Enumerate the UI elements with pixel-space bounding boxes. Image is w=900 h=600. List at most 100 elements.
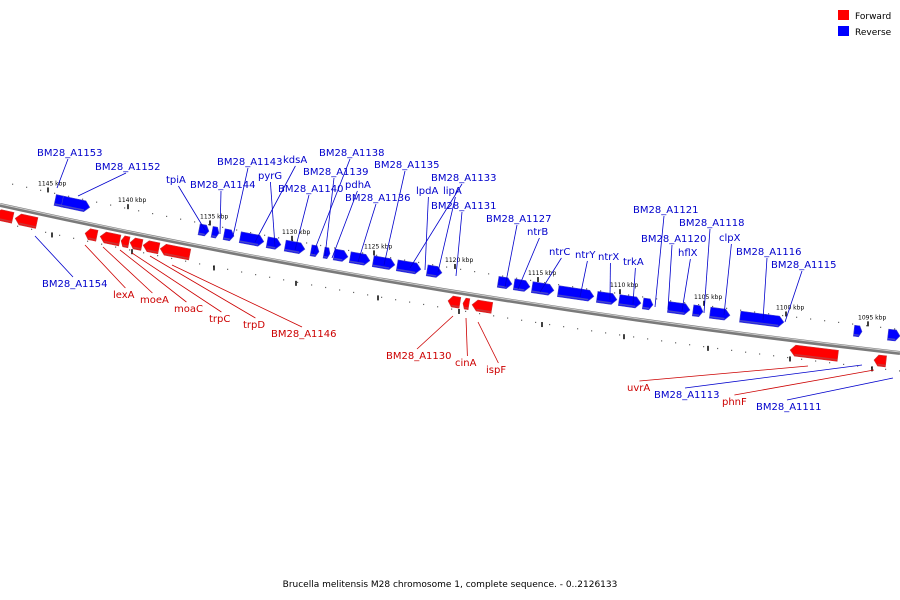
gene-label-phnf: phnF bbox=[722, 397, 747, 408]
gene-shadow bbox=[266, 245, 276, 249]
outer-dot bbox=[180, 218, 182, 220]
gene-label-bm28_a1135: BM28_A1135 bbox=[374, 160, 440, 171]
outer-dot bbox=[222, 226, 224, 228]
inner-dot bbox=[801, 358, 803, 360]
inner-dot bbox=[59, 234, 61, 236]
map-caption: Brucella melitensis M28 chromosome 1, co… bbox=[283, 580, 618, 590]
forward-gene-arrow bbox=[84, 228, 99, 242]
outer-dot bbox=[264, 234, 266, 236]
outer-dot bbox=[166, 215, 168, 218]
outer-dot bbox=[796, 316, 798, 318]
outer-dot bbox=[544, 281, 546, 284]
forward-gene-arrow bbox=[462, 297, 471, 310]
gene-label-lpda: lpdA bbox=[416, 186, 438, 197]
legend-forward-label: Forward bbox=[855, 12, 891, 22]
gene-shadow bbox=[323, 255, 328, 258]
inner-dot bbox=[241, 271, 243, 273]
inner-dot bbox=[73, 237, 75, 239]
gene-shadow bbox=[333, 257, 343, 261]
outer-dot bbox=[838, 321, 840, 324]
reverse-gene-arrow bbox=[691, 304, 704, 318]
inner-dot bbox=[87, 240, 89, 242]
outer-dot bbox=[754, 311, 756, 313]
gene-shadow bbox=[0, 218, 13, 223]
outer-dot bbox=[488, 273, 490, 275]
outer-dot bbox=[110, 204, 112, 206]
gene-label-bm28_a1120: BM28_A1120 bbox=[641, 234, 707, 245]
gene-shadow bbox=[877, 363, 886, 367]
inner-dot bbox=[171, 257, 173, 260]
leader-line bbox=[171, 264, 303, 328]
leader-line bbox=[178, 185, 206, 231]
gene-labels: BM28_A1153 BM28_A1152 BM28_A1154 tpiA BM28_A… bbox=[37, 148, 837, 413]
inner-dot bbox=[255, 274, 257, 276]
leader-line bbox=[409, 183, 463, 269]
inner-dot bbox=[857, 365, 859, 367]
outer-dot bbox=[600, 290, 602, 292]
outer-dot bbox=[558, 284, 560, 286]
legend: Forward Reverse bbox=[838, 10, 892, 38]
inner-dot bbox=[129, 249, 131, 251]
outer-dot bbox=[26, 186, 28, 188]
inner-dot bbox=[577, 328, 579, 330]
inner-dot bbox=[199, 263, 201, 265]
tick-label: 1120 kbp bbox=[445, 257, 473, 264]
gene-label-bm28_a1127: BM28_A1127 bbox=[486, 214, 552, 225]
forward-gene-arrow bbox=[159, 243, 192, 261]
outer-dot bbox=[208, 224, 210, 226]
inner-dot bbox=[661, 340, 663, 342]
inner-dot bbox=[563, 326, 565, 328]
outer-dot bbox=[586, 288, 588, 290]
inner-dot bbox=[759, 353, 761, 355]
tick-label: 1130 kbp bbox=[282, 229, 310, 236]
gene-shape bbox=[667, 301, 691, 316]
gene-shape bbox=[60, 195, 91, 212]
leader-line bbox=[703, 228, 711, 314]
outer-dot bbox=[768, 313, 770, 315]
gene-shape bbox=[530, 281, 555, 296]
outer-dot bbox=[684, 302, 686, 304]
outer-dot bbox=[250, 232, 252, 234]
reverse-gene-arrow bbox=[530, 281, 555, 296]
outer-dot bbox=[502, 275, 504, 277]
inner-dot bbox=[885, 368, 887, 370]
leader-line bbox=[723, 243, 732, 316]
outer-dot bbox=[404, 259, 406, 261]
outer-dot bbox=[866, 325, 868, 327]
outer-dot bbox=[740, 309, 742, 311]
gene-label-bm28_a1130: BM28_A1130 bbox=[386, 351, 452, 362]
reverse-gene-arrow bbox=[853, 324, 863, 338]
reverse-gene-arrow bbox=[557, 285, 595, 302]
tick-label: 1115 kbp bbox=[528, 270, 556, 277]
leader-line bbox=[539, 257, 562, 293]
outer-dot bbox=[656, 298, 658, 300]
inner-dot bbox=[367, 294, 369, 296]
inner-dot bbox=[521, 319, 523, 321]
gene-label-tpia: tpiA bbox=[166, 175, 186, 186]
gene-label-ntry: ntrY bbox=[575, 250, 596, 261]
forward-gene-arrow bbox=[129, 237, 144, 251]
gene-label-kdsa: kdsA bbox=[283, 155, 307, 166]
outer-dot bbox=[712, 305, 714, 308]
outer-dot bbox=[40, 189, 42, 191]
reverse-gene-arrow bbox=[425, 264, 443, 278]
forward-gene-arrow bbox=[873, 354, 887, 368]
outer-dot bbox=[124, 207, 126, 209]
gene-shadow bbox=[349, 260, 365, 265]
forward-gene-arrow bbox=[471, 299, 494, 314]
outer-dot bbox=[138, 210, 140, 212]
tick-label: 1110 kbp bbox=[610, 282, 638, 289]
outer-dot bbox=[152, 213, 154, 215]
leader-line bbox=[786, 377, 894, 401]
forward-gene-arrow bbox=[120, 235, 131, 249]
outer-dot bbox=[82, 198, 84, 200]
gene-label-bm28_a1136: BM28_A1136 bbox=[345, 193, 411, 204]
inner-dot bbox=[689, 344, 691, 346]
gene-shape bbox=[283, 239, 306, 255]
inner-dot bbox=[409, 301, 411, 303]
gene-shadow bbox=[476, 308, 492, 313]
gene-label-ispf: ispF bbox=[486, 365, 506, 376]
gene-label-uvra: uvrA bbox=[627, 383, 650, 394]
gene-shape bbox=[14, 213, 39, 229]
